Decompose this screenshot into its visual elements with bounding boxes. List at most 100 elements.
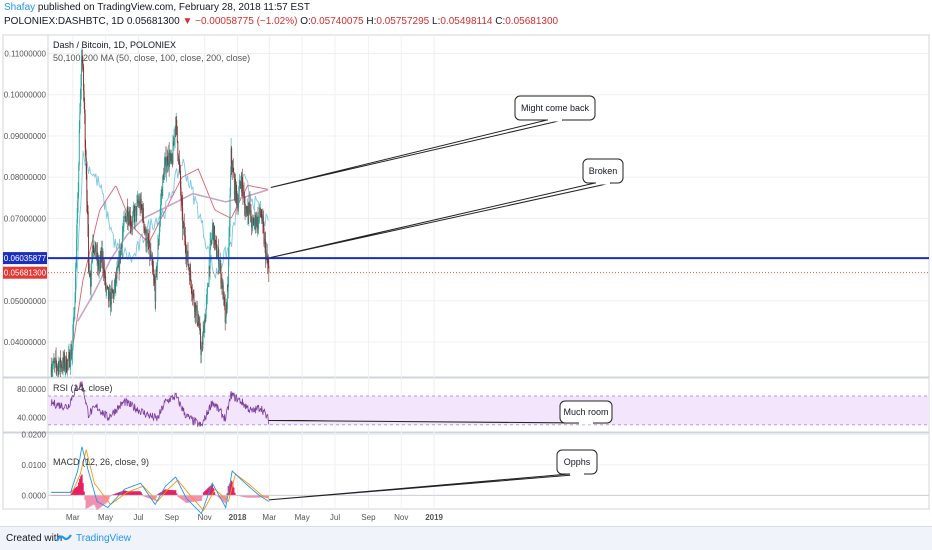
open-value: 0.05740075 (310, 16, 364, 27)
candle-body (119, 250, 121, 271)
candle-body (246, 206, 248, 216)
macd-histogram-bar (104, 495, 107, 504)
candle-body (185, 246, 187, 255)
candle-body (133, 209, 135, 213)
x-tick-label: 2018 (229, 513, 247, 522)
macd-histogram-bar (255, 495, 258, 498)
macd-histogram-bar (117, 492, 120, 496)
ma-line-ma50 (71, 150, 269, 366)
candle-body (109, 292, 111, 308)
candle-body (138, 201, 140, 206)
candle-body (255, 223, 257, 225)
tradingview-brand[interactable]: TradingView (76, 533, 132, 544)
macd-indicator (48, 446, 929, 515)
macd-histogram-bar (126, 491, 128, 496)
candle-body (223, 292, 225, 299)
candle-body (62, 367, 64, 369)
candle-body (210, 240, 212, 244)
macd-histogram-bar (162, 491, 164, 496)
macd-histogram-bar (102, 495, 105, 506)
candle-body (107, 287, 109, 300)
symbol-label: POLONIEX:DASHBTC, 1D (4, 16, 127, 27)
candle-body (196, 305, 198, 324)
candle-body (54, 360, 56, 363)
candle-body (150, 251, 152, 259)
candle-body (174, 127, 176, 138)
candle-body (110, 292, 112, 305)
candle-body (143, 221, 145, 229)
candle-body (63, 357, 65, 364)
candle-body (83, 66, 85, 91)
chart-canvas[interactable]: 0.06035877 0.05681300 0.11000000 0.1000000… (0, 0, 932, 526)
candle-body (69, 366, 71, 368)
macd-histogram-bar (252, 495, 254, 498)
candle-body (119, 250, 121, 260)
callout-opphs-pointer (268, 473, 586, 501)
candle-body (239, 181, 241, 184)
macd-histogram-bar (83, 491, 85, 496)
candle-body (131, 225, 133, 227)
tradingview-logo-icon[interactable] (55, 532, 72, 547)
macd-histogram-bar (257, 495, 260, 498)
candle-body (80, 62, 82, 87)
candle-body (137, 199, 139, 203)
author-name[interactable]: Shafay (4, 2, 36, 13)
candle-body (169, 154, 171, 158)
candle-body (181, 200, 183, 202)
candle-body (251, 221, 253, 228)
macd-histogram-bar (241, 495, 244, 497)
candle-body (182, 222, 184, 229)
candle-body (267, 264, 269, 266)
macd-histogram-bar (250, 495, 252, 498)
candle-body (90, 275, 92, 288)
candle-body (54, 362, 55, 364)
candle-body (199, 328, 201, 346)
candle-body (165, 157, 167, 173)
macd-histogram-bar (124, 490, 126, 496)
macd-histogram-bar (176, 493, 178, 496)
callout-broken-text: Broken (589, 166, 618, 176)
macd-histogram-bar (115, 493, 118, 496)
macd-histogram-bar (146, 495, 149, 498)
candle-body (258, 216, 260, 219)
candle-body (79, 94, 81, 113)
macd-histogram-bar (155, 495, 157, 498)
macd-histogram-bar (224, 495, 226, 504)
candle-body (246, 206, 248, 216)
candle-body (134, 208, 136, 222)
candle-body (244, 204, 246, 217)
candle-body (120, 248, 122, 260)
macd-histogram-bar (194, 495, 196, 502)
candle-body (244, 196, 246, 205)
macd-histogram-bar (135, 491, 137, 496)
macd-histogram-bar (223, 495, 225, 503)
ma-line-ma100 (71, 168, 269, 351)
candle-body (168, 152, 170, 165)
candle-body (191, 289, 193, 295)
candle-body (188, 266, 190, 272)
macd-histogram-bar (179, 495, 181, 499)
candle-body (152, 258, 153, 267)
candle-body (126, 207, 128, 216)
candle-body (212, 222, 214, 241)
last-price-tag-label: 0.05681300 (4, 269, 47, 278)
candle-body (228, 236, 230, 258)
candle-body (202, 331, 204, 345)
candle-body (224, 304, 226, 322)
rsi-band-group (48, 395, 929, 426)
macd-histogram-bar (251, 495, 253, 498)
macd-histogram-bar (157, 493, 160, 496)
callout-broken-joint (596, 181, 610, 185)
macd-histogram-bar (108, 495, 110, 500)
candle-body (219, 263, 221, 265)
macd-histogram-bar (267, 495, 269, 499)
candle-body (117, 266, 119, 267)
candle-body (178, 159, 180, 165)
candle-body (107, 286, 109, 288)
macd-histogram-bar (173, 490, 176, 496)
candle-body (83, 90, 85, 103)
symbol-info: POLONIEX:DASHBTC, 1D 0.05681300 ▼ −0.000… (4, 16, 558, 27)
macd-histogram-bar (261, 495, 263, 498)
macd-histogram-bar (168, 489, 170, 496)
candle-body (256, 216, 258, 228)
